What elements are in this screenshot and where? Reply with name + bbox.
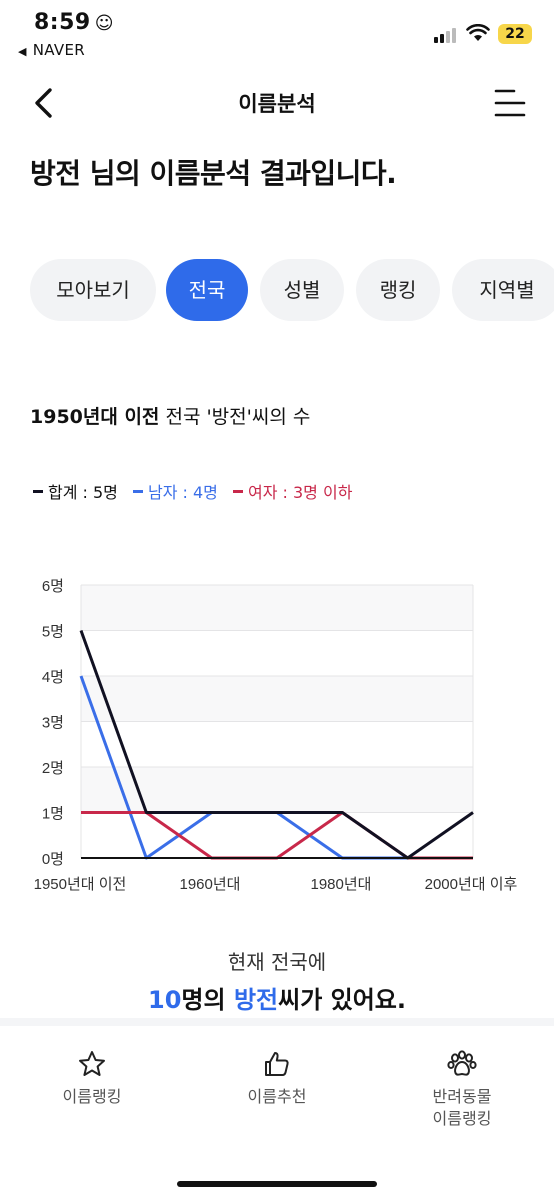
population-line-chart: 0명 1명 2명 3명 4명 5명 6명 1950년대 이전 1960년대 1980년대 2000년… xyxy=(34,578,518,893)
status-time: 8:59 ☺ xyxy=(34,10,114,35)
result-headline: 방전 님의 이름분석 결과입니다. xyxy=(30,157,397,190)
status-bar: 8:59 ☺ ◀ NAVER 22 xyxy=(0,0,554,70)
battery-indicator: 22 xyxy=(498,24,532,44)
summary-name: 방전 xyxy=(233,986,279,1014)
y-tick-label: 1명 xyxy=(42,806,64,823)
y-tick-label: 5명 xyxy=(42,624,64,641)
summary-count: 10 xyxy=(148,986,182,1014)
x-tick-label: 1960년대 xyxy=(180,876,241,893)
top-nav-bar: 이름분석 xyxy=(0,72,554,132)
chart-subtitle-text: 전국 '방전'씨의 수 xyxy=(159,406,311,428)
summary-line-2: 10명의 방전씨가 있어요. xyxy=(148,986,406,1014)
bottom-nav: 이름랭킹 이름추천 반려동물 이름랭킹 xyxy=(0,1026,554,1200)
bottom-nav-name-recommend[interactable]: 이름추천 xyxy=(197,1050,357,1108)
legend-total: 합계 : 5명 xyxy=(33,479,118,503)
star-icon xyxy=(79,1051,105,1076)
chart-legend: 합계 : 5명 남자 : 4명 여자 : 3명 이하 xyxy=(33,479,362,503)
y-tick-label: 6명 xyxy=(42,578,64,595)
section-divider xyxy=(0,1018,554,1026)
grid-band xyxy=(81,812,473,858)
paw-icon xyxy=(447,1050,477,1076)
back-triangle-icon: ◀ xyxy=(18,45,27,58)
back-to-app-link[interactable]: ◀ NAVER xyxy=(18,41,85,59)
legend-swatch-total xyxy=(33,490,43,493)
grid-band xyxy=(81,630,473,676)
tab-region[interactable]: 지역별 xyxy=(452,259,554,321)
x-tick-label: 2000년대 이후 xyxy=(425,876,518,893)
chart-period: 1950년대 이전 xyxy=(30,406,160,428)
smiley-icon: ☺ xyxy=(94,13,114,34)
tab-overview[interactable]: 모아보기 xyxy=(30,259,156,321)
wifi-icon xyxy=(466,24,490,41)
summary-line-1: 현재 전국에 xyxy=(227,950,327,974)
legend-swatch-female xyxy=(233,490,243,493)
menu-icon[interactable] xyxy=(490,87,528,119)
tab-ranking[interactable]: 랭킹 xyxy=(356,259,440,321)
bottom-nav-pet-ranking[interactable]: 반려동물 이름랭킹 xyxy=(382,1050,542,1130)
thumbs-up-icon xyxy=(265,1052,289,1076)
legend-female: 여자 : 3명 이하 xyxy=(233,479,352,503)
tab-nationwide[interactable]: 전국 xyxy=(166,259,248,321)
legend-swatch-male xyxy=(133,490,143,493)
grid-band xyxy=(81,721,473,767)
tab-gender[interactable]: 성별 xyxy=(260,259,344,321)
x-tick-label: 1980년대 xyxy=(311,876,372,893)
grid-band xyxy=(81,767,473,813)
legend-male: 남자 : 4명 xyxy=(133,479,218,503)
bottom-nav-name-ranking[interactable]: 이름랭킹 xyxy=(12,1050,172,1108)
grid-band xyxy=(81,585,473,631)
back-arrow-icon[interactable] xyxy=(28,84,62,122)
y-tick-label: 3명 xyxy=(42,715,64,732)
y-tick-label: 4명 xyxy=(42,669,64,686)
page-title: 이름분석 xyxy=(238,92,316,116)
chart-subtitle: 1950년대 이전 전국 '방전'씨의 수 xyxy=(30,402,310,429)
y-tick-label: 2명 xyxy=(42,760,64,777)
y-tick-label: 0명 xyxy=(42,851,64,868)
home-indicator xyxy=(177,1181,377,1187)
x-tick-label: 1950년대 이전 xyxy=(34,876,127,893)
grid-band xyxy=(81,676,473,722)
category-tabs: 모아보기 전국 성별 랭킹 지역별 xyxy=(30,259,554,321)
cellular-signal-icon xyxy=(434,27,460,43)
